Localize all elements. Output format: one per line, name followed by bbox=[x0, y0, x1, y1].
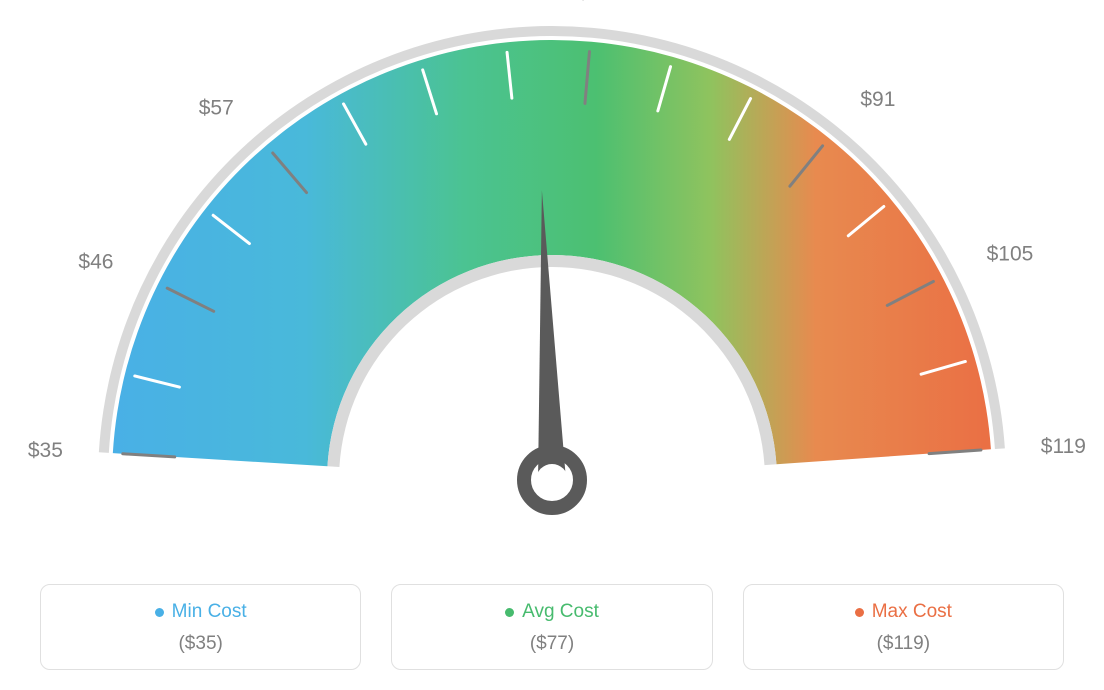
legend-avg-label: Avg Cost bbox=[522, 601, 599, 623]
legend-avg: Avg Cost ($77) bbox=[391, 584, 712, 670]
legend-min-label: Min Cost bbox=[172, 601, 247, 623]
svg-text:$57: $57 bbox=[199, 96, 234, 119]
svg-text:$91: $91 bbox=[860, 88, 895, 111]
legend-min-title: Min Cost bbox=[155, 601, 247, 623]
dot-icon bbox=[505, 608, 514, 617]
legend-max-label: Max Cost bbox=[872, 601, 952, 623]
legend-min: Min Cost ($35) bbox=[40, 584, 361, 670]
legend-max: Max Cost ($119) bbox=[743, 584, 1064, 670]
dot-icon bbox=[155, 608, 164, 617]
svg-text:$77: $77 bbox=[577, 0, 612, 4]
dot-icon bbox=[855, 608, 864, 617]
legend-avg-title: Avg Cost bbox=[505, 601, 599, 623]
svg-text:$35: $35 bbox=[28, 439, 63, 462]
gauge-chart-container: $35 $46 $57 $77 $91 $105 $119 Min Cost ($35) A… bbox=[0, 0, 1104, 690]
legend-max-title: Max Cost bbox=[855, 601, 952, 623]
legend-row: Min Cost ($35) Avg Cost ($77) Max Cost (… bbox=[40, 584, 1064, 670]
legend-max-value: ($119) bbox=[754, 633, 1053, 655]
svg-text:$105: $105 bbox=[987, 243, 1034, 266]
gauge-svg: $35 $46 $57 $77 $91 $105 $119 bbox=[0, 0, 1104, 580]
svg-text:$46: $46 bbox=[78, 250, 113, 273]
gauge-area: $35 $46 $57 $77 $91 $105 $119 bbox=[0, 0, 1104, 580]
legend-avg-value: ($77) bbox=[402, 633, 701, 655]
svg-text:$119: $119 bbox=[1041, 435, 1086, 458]
legend-min-value: ($35) bbox=[51, 633, 350, 655]
